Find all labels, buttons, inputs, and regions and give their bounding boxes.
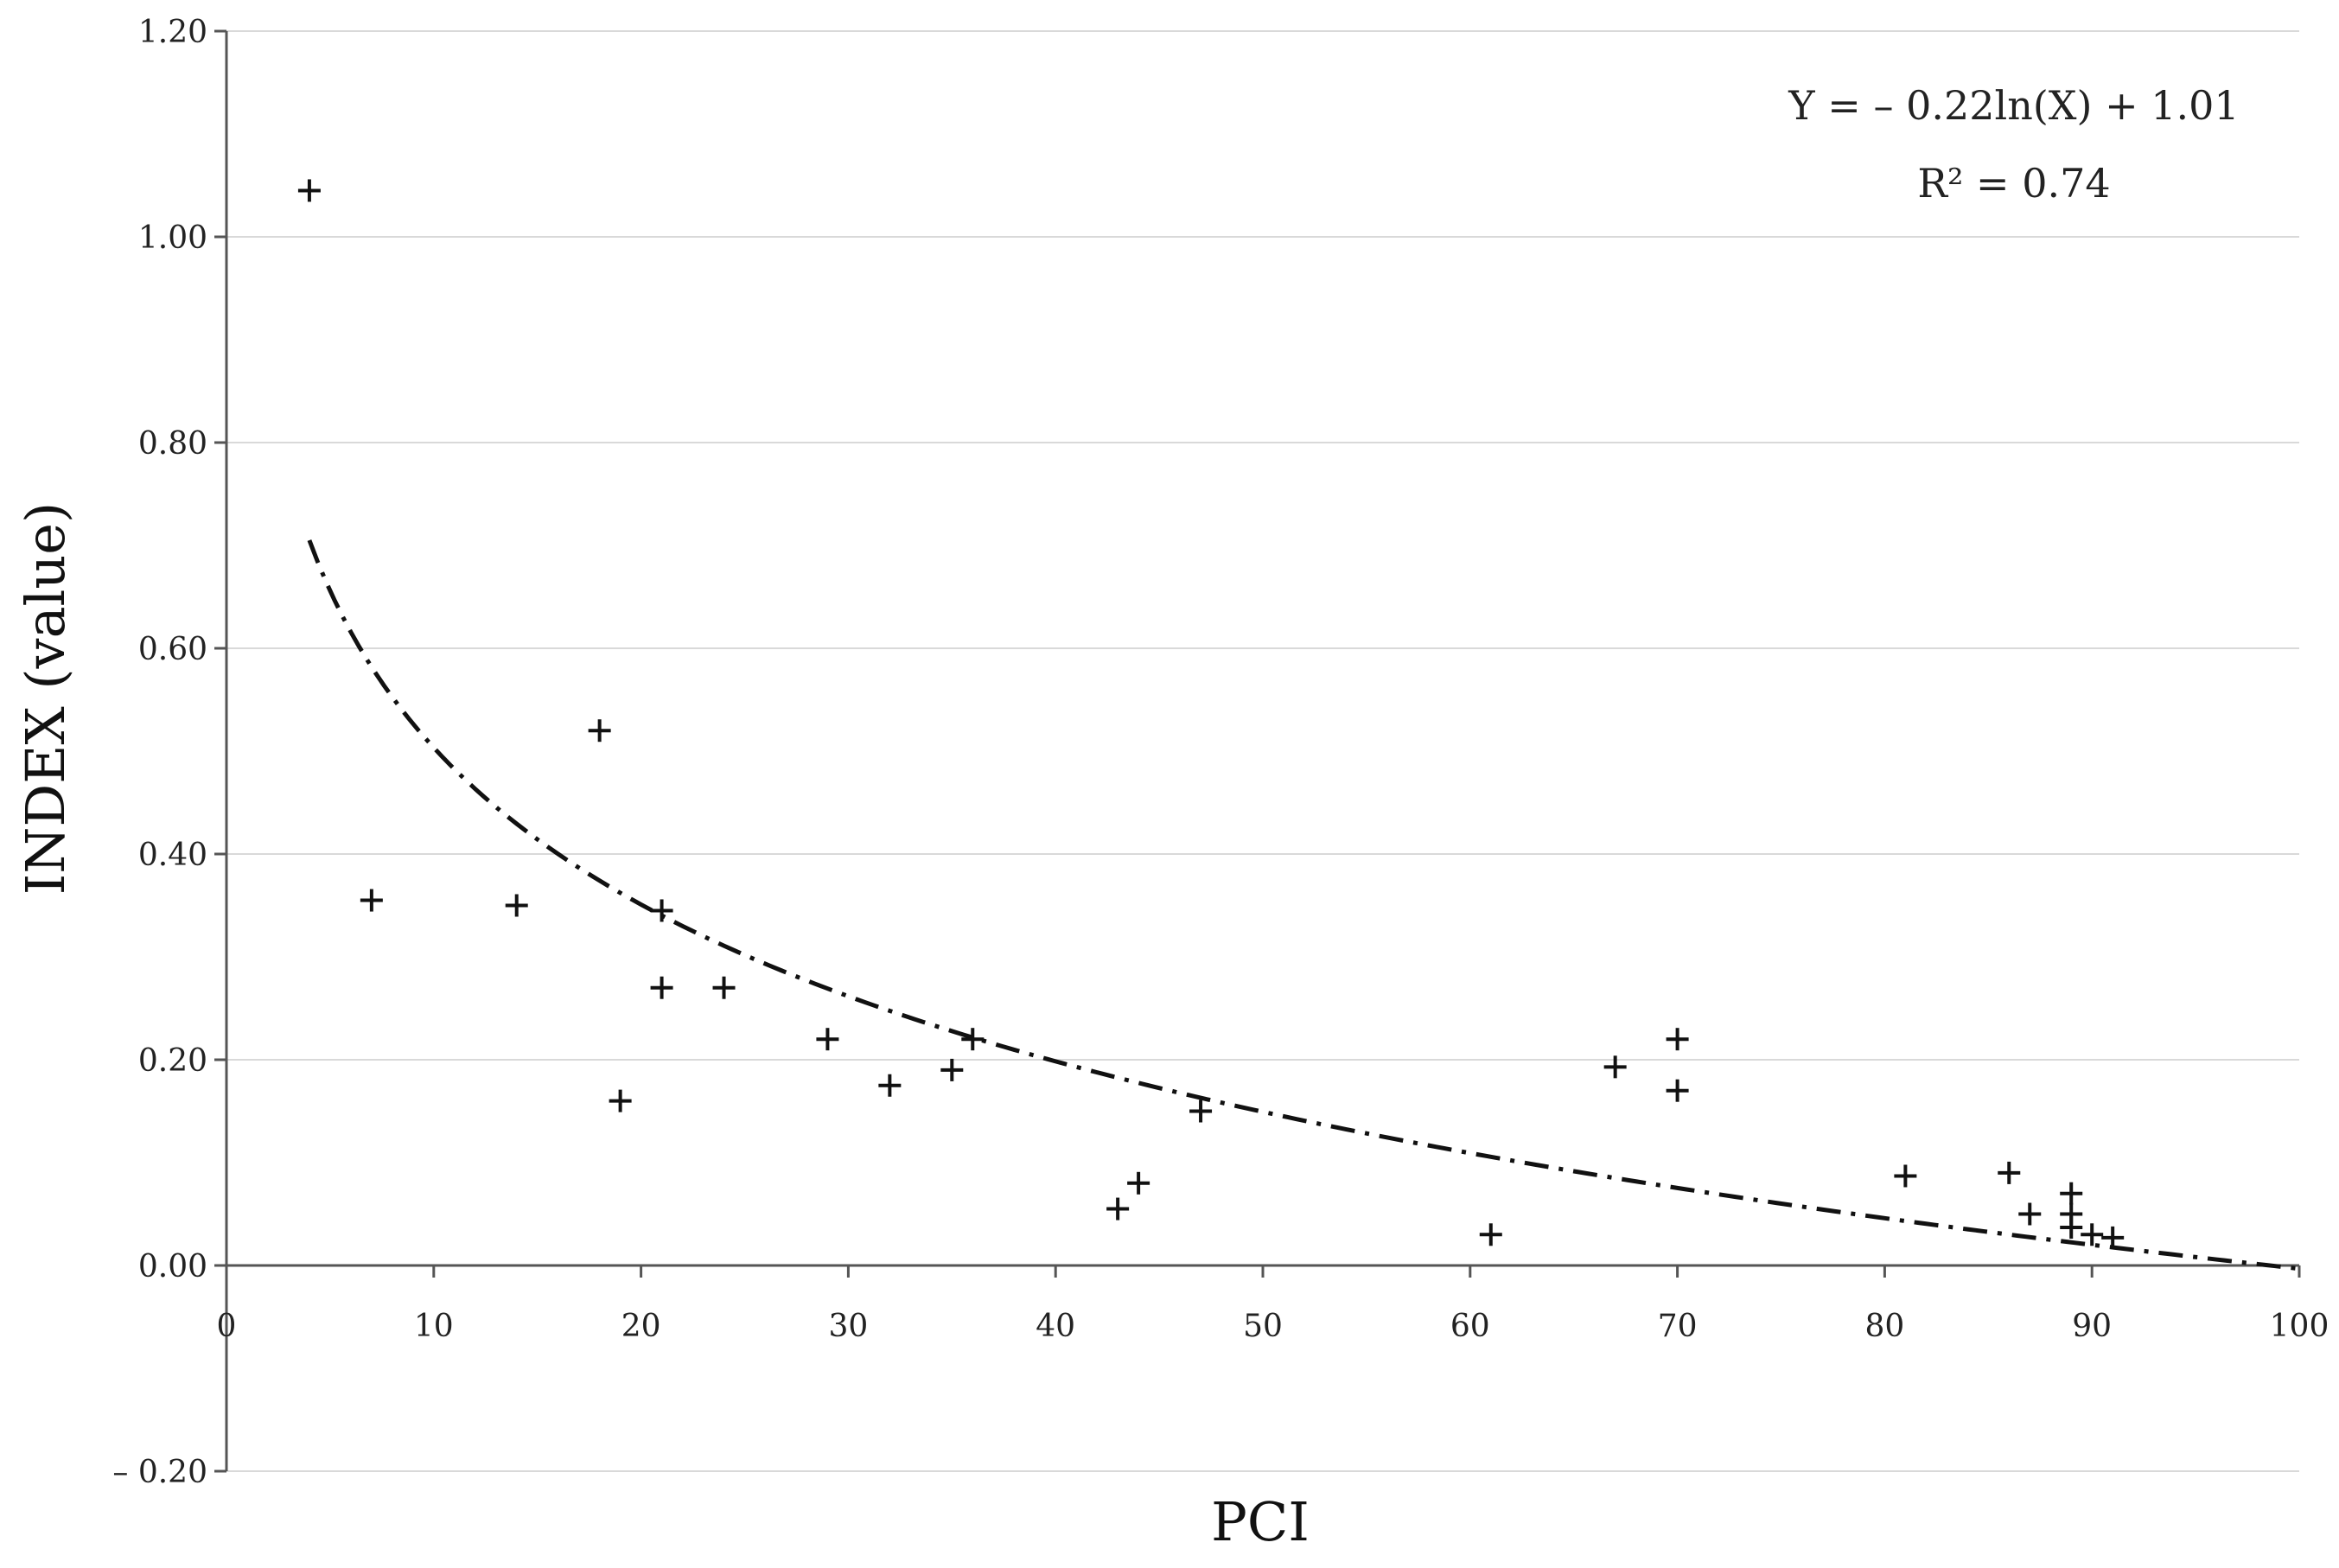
x-tick-label: 10 [414, 1309, 454, 1344]
data-point [816, 1028, 839, 1051]
y-tick-label: 0.20 [138, 1043, 207, 1079]
x-tick-label: 90 [2072, 1309, 2112, 1344]
data-point [1127, 1171, 1150, 1195]
axes [225, 31, 2299, 1471]
y-axis-title: INDEX (value) [14, 502, 77, 895]
tick-marks [214, 29, 2301, 1473]
y-tick-label: 0.00 [138, 1249, 207, 1284]
data-points [297, 179, 2125, 1249]
data-point [878, 1074, 902, 1097]
trendline [307, 539, 2300, 1272]
data-point [1998, 1161, 2021, 1184]
x-tick-label: 30 [828, 1309, 868, 1344]
data-point [712, 976, 736, 999]
data-point [2060, 1215, 2083, 1239]
data-point [1894, 1164, 1917, 1188]
trendline-group [307, 539, 2300, 1272]
data-point [1189, 1100, 1213, 1123]
x-tick-label: 100 [2270, 1309, 2329, 1344]
y-tick-label: 0.60 [138, 632, 207, 667]
y-tick-label: 1.20 [138, 15, 207, 50]
y-tick-label: 1.00 [138, 220, 207, 256]
data-point [1666, 1028, 1689, 1051]
y-tick-label: – 0.20 [112, 1455, 207, 1490]
y-tick-label: 0.40 [138, 838, 207, 873]
trendline-equation: Y = – 0.22ln(X) + 1.01 [1788, 82, 2239, 129]
data-point [609, 1089, 632, 1112]
data-point [297, 179, 321, 202]
x-tick-label: 0 [217, 1309, 237, 1344]
x-axis-title: PCI [1211, 1490, 1310, 1553]
data-point [1106, 1197, 1130, 1221]
x-tick-label: 60 [1450, 1309, 1490, 1344]
data-point [961, 1028, 985, 1051]
x-tick-label: 80 [1864, 1309, 1904, 1344]
data-point [940, 1058, 964, 1081]
gridlines [226, 30, 2299, 1472]
data-point [650, 976, 673, 999]
r-squared-label: R² = 0.74 [1917, 160, 2110, 207]
x-tick-label: 50 [1243, 1309, 1283, 1344]
data-point [360, 889, 383, 912]
y-tick-labels: – 0.20 0.00 0.20 0.40 0.60 0.80 1.00 1.20 [112, 15, 207, 1490]
x-tick-label: 70 [1658, 1309, 1698, 1344]
data-point [1603, 1055, 1627, 1079]
data-point [505, 894, 528, 917]
data-point [1479, 1223, 1502, 1246]
data-point [650, 899, 673, 922]
data-point [2018, 1202, 2042, 1226]
x-tick-label: 40 [1036, 1309, 1075, 1344]
data-point [1666, 1079, 1689, 1102]
x-tick-label: 20 [621, 1309, 661, 1344]
data-point [2101, 1226, 2125, 1249]
x-tick-labels: 0 10 20 30 40 50 60 70 80 90 100 [217, 1309, 2329, 1344]
data-point [2060, 1182, 2083, 1205]
data-point [2081, 1223, 2104, 1246]
data-point [588, 719, 611, 743]
y-tick-label: 0.80 [138, 426, 207, 462]
